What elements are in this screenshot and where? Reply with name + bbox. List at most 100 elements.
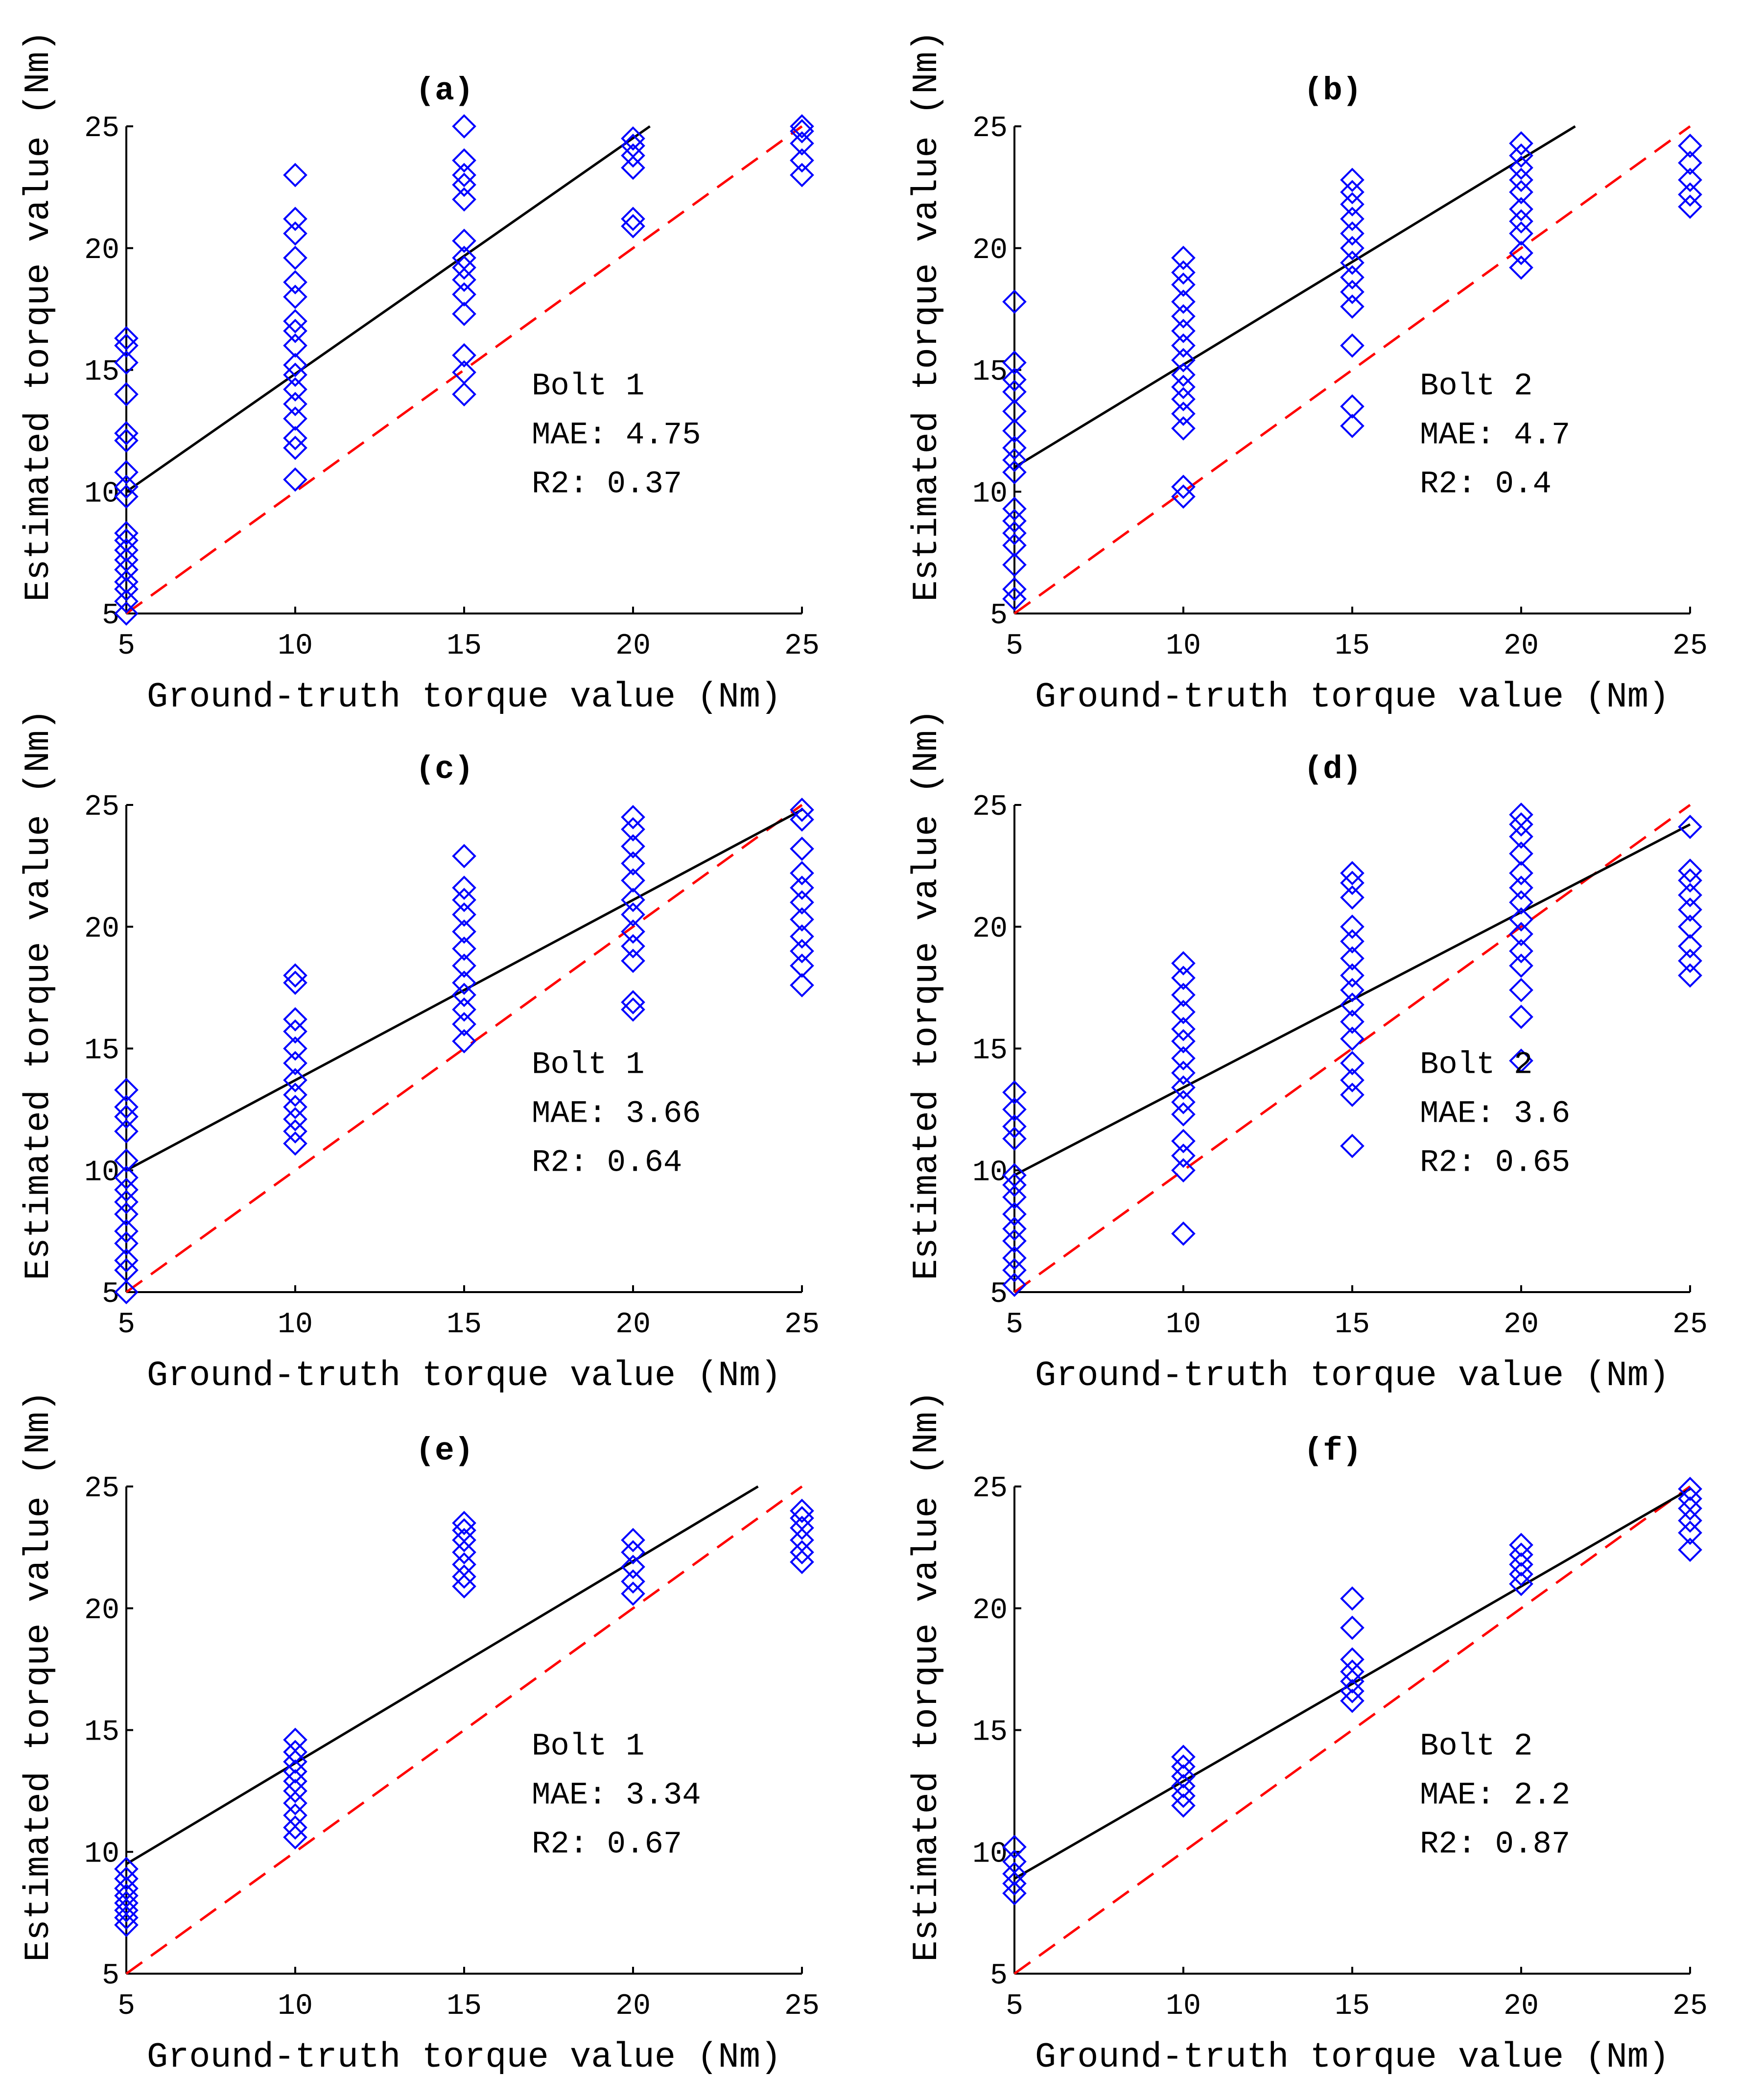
data-point [1509,167,1533,192]
data-point [1509,939,1533,964]
data-point [1340,914,1364,939]
data-point [621,851,645,876]
data-point [283,1119,307,1144]
data-point [1002,587,1027,611]
data-point [1509,221,1533,246]
data-point [1340,192,1364,217]
data-markers [1002,1477,1702,1906]
data-point [283,1825,307,1850]
data-point [114,1219,139,1244]
y-tick-label: 20 [84,234,119,267]
data-point [790,114,814,139]
annotation-line: R2: 0.4 [1420,467,1552,502]
data-point [114,557,139,582]
data-point [114,474,139,499]
data-point [790,1498,814,1523]
y-tick-label: 15 [972,1716,1008,1749]
annotation-line: R2: 0.65 [1420,1145,1570,1180]
annotation-line: MAE: 3.34 [532,1778,701,1813]
data-point [790,939,814,964]
x-tick-label: 15 [1335,1308,1370,1342]
x-tick-label: 5 [1006,630,1023,663]
data-point [790,1528,814,1553]
y-tick-label: 10 [972,477,1008,511]
x-tick-label: 25 [1672,1990,1708,2023]
y-axis-label: Estimated torque value (Nm) [19,30,59,602]
data-point [283,1815,307,1840]
fit-line [125,125,651,493]
data-point [1002,350,1027,375]
y-tick-label: 5 [990,1959,1008,1993]
data-point [1002,1871,1027,1896]
data-point [1171,1221,1196,1246]
data-point [621,1528,645,1553]
chart-title: (d) [1304,751,1362,788]
data-point [452,228,476,253]
data-point [1509,1572,1533,1596]
data-point [283,1759,307,1784]
data-point [283,1019,307,1044]
data-point [790,1550,814,1575]
data-point [1171,1046,1196,1071]
data-point [452,983,476,1007]
data-point [452,1528,476,1553]
data-point [1171,1754,1196,1779]
y-tick-label: 15 [972,356,1008,389]
y-tick-label: 10 [84,477,119,511]
data-point [1340,1679,1364,1703]
data-point [1002,1080,1027,1105]
y-tick-label: 25 [84,112,119,145]
data-point [1171,1143,1196,1168]
data-markers [1002,131,1702,611]
data-point [1171,375,1196,400]
data-point [1002,448,1027,472]
data-point [1171,348,1196,373]
data-point [1002,533,1027,558]
data-point [452,1574,476,1599]
data-point [1002,1881,1027,1906]
data-point [1171,1158,1196,1183]
data-point [621,1540,645,1565]
data-point [1509,240,1533,265]
identity-line [125,803,803,1294]
data-point [1340,221,1364,246]
data-point [452,1540,476,1565]
x-tick-label: 20 [615,1308,651,1342]
data-point [114,520,139,545]
data-markers [114,1498,814,1937]
x-tick-label: 10 [278,1308,313,1342]
y-axis-label: Estimated torque value (Nm) [19,1391,59,1962]
data-point [1002,367,1027,392]
data-point [114,1095,139,1119]
data-point [452,163,476,188]
data-point [283,1769,307,1793]
data-point [1171,1102,1196,1127]
data-point [621,126,645,151]
data-point [790,798,814,822]
data-point [1509,875,1533,900]
data-point [790,163,814,188]
data-point [1171,1090,1196,1114]
data-point [1678,814,1702,839]
data-point [621,948,645,973]
x-tick-label: 25 [784,1308,820,1342]
data-point [114,326,139,351]
data-point [621,997,645,1022]
data-point [114,538,139,563]
y-tick-label: 25 [84,791,119,824]
data-point [452,382,476,407]
data-point [1171,484,1196,509]
data-point [452,875,476,900]
data-point [1509,143,1533,168]
data-markers [1002,802,1702,1297]
identity-line [1013,803,1691,1294]
data-point [1171,1016,1196,1041]
data-point [1340,978,1364,1002]
x-tick-label: 25 [1672,1308,1708,1342]
annotation-line: MAE: 2.2 [1420,1778,1570,1813]
data-point [621,934,645,959]
data-point [1002,1228,1027,1253]
data-point [452,1552,476,1577]
data-point [621,990,645,1014]
